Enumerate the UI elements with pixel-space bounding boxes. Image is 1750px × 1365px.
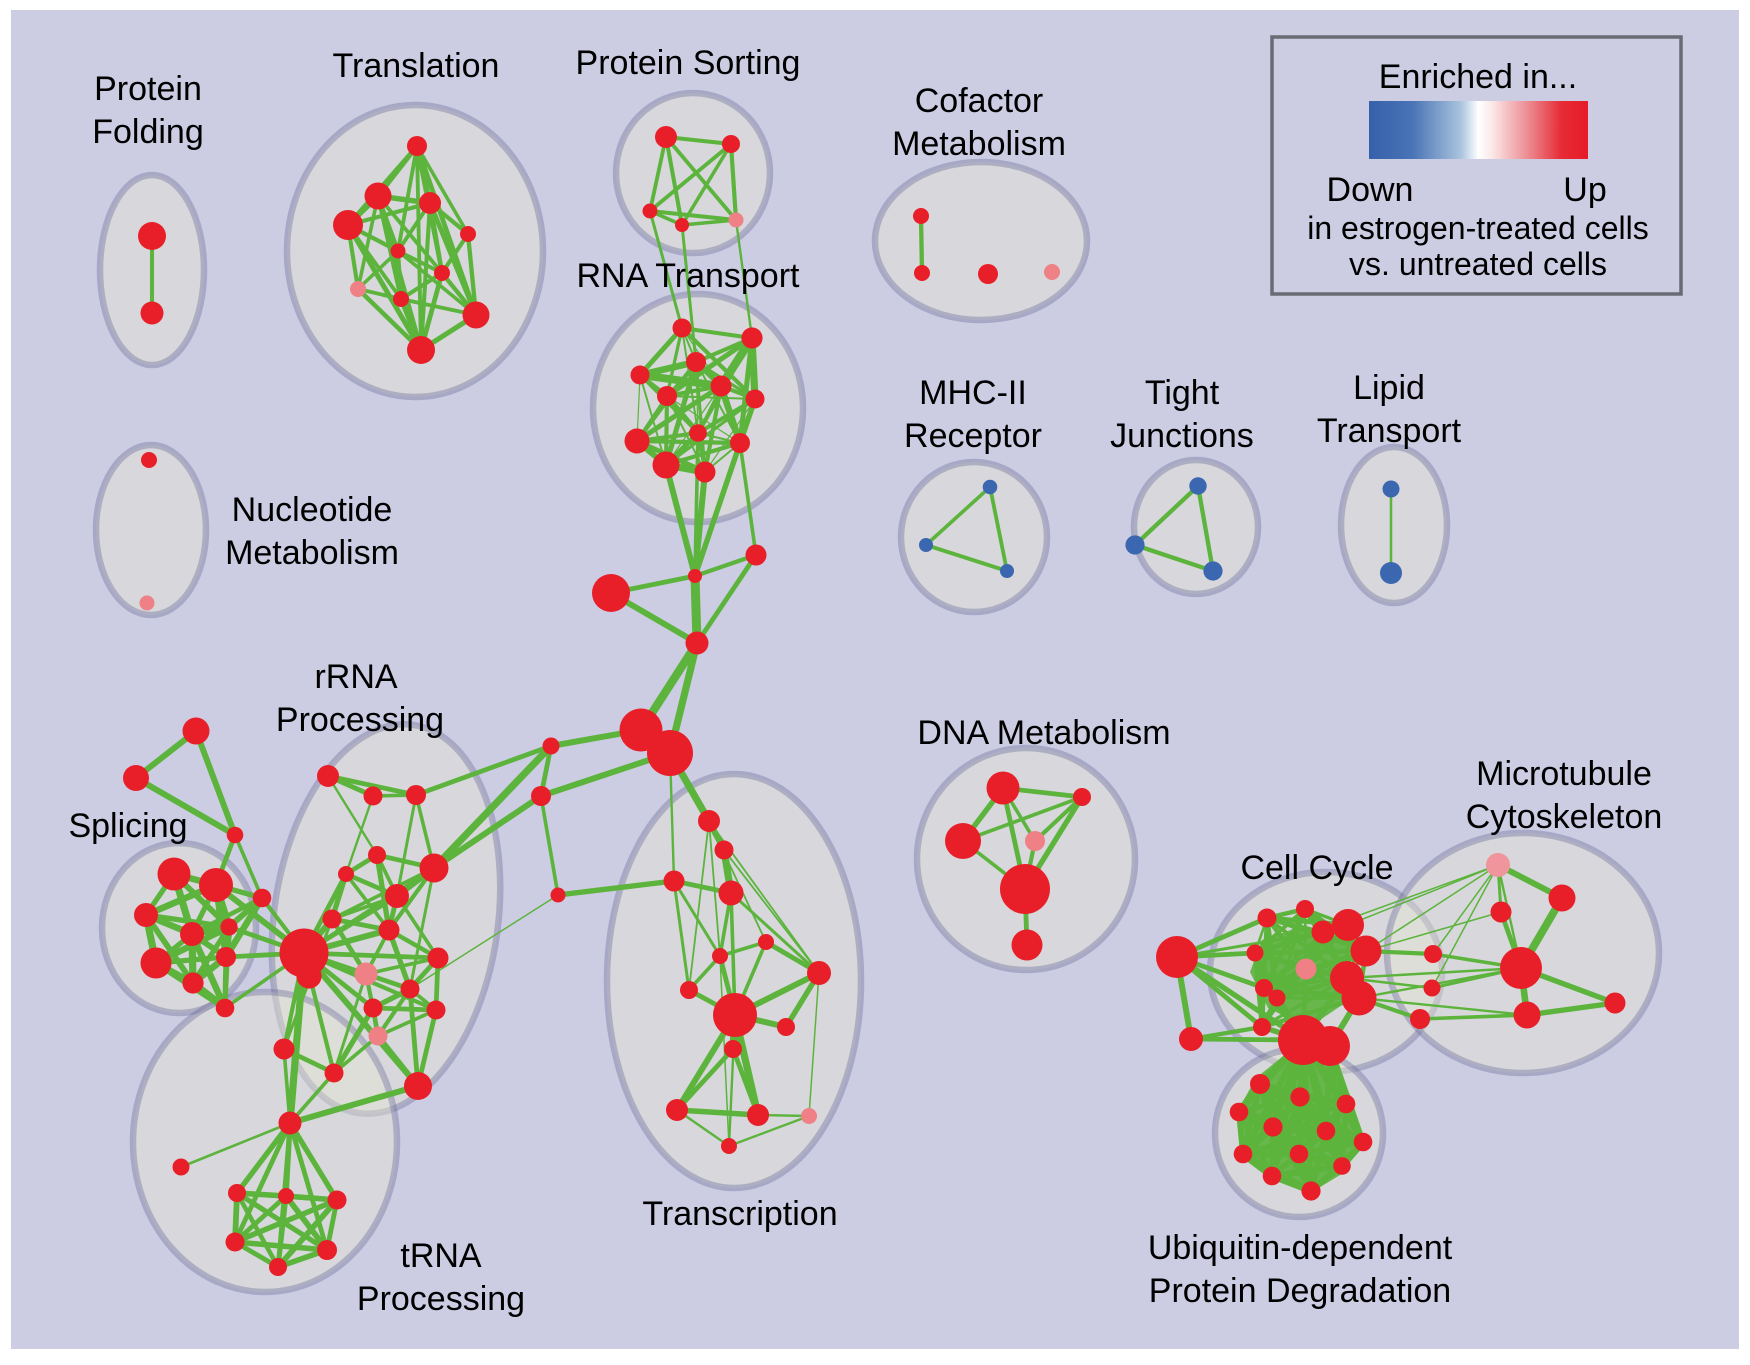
svg-text:Splicing: Splicing — [68, 807, 187, 845]
svg-text:Metabolism: Metabolism — [225, 534, 399, 572]
svg-text:tRNA: tRNA — [400, 1237, 482, 1275]
svg-text:Ubiquitin-dependent: Ubiquitin-dependent — [1148, 1229, 1453, 1267]
svg-text:Protein Sorting: Protein Sorting — [576, 44, 801, 82]
svg-text:in estrogen-treated cells: in estrogen-treated cells — [1307, 210, 1649, 246]
svg-text:rRNA: rRNA — [314, 658, 397, 696]
svg-text:Metabolism: Metabolism — [892, 125, 1066, 163]
svg-text:Processing: Processing — [357, 1280, 525, 1318]
svg-text:Down: Down — [1327, 171, 1414, 209]
svg-text:Cofactor: Cofactor — [915, 82, 1044, 120]
svg-text:MHC-II: MHC-II — [919, 374, 1027, 412]
svg-text:Transport: Transport — [1317, 412, 1462, 450]
svg-text:Junctions: Junctions — [1110, 417, 1254, 455]
svg-text:Microtubule: Microtubule — [1476, 755, 1652, 793]
svg-text:Folding: Folding — [92, 113, 204, 151]
svg-text:Lipid: Lipid — [1353, 369, 1425, 407]
svg-text:DNA Metabolism: DNA Metabolism — [917, 714, 1170, 752]
svg-text:Cell Cycle: Cell Cycle — [1240, 849, 1393, 887]
svg-text:Enriched in...: Enriched in... — [1379, 58, 1577, 96]
svg-text:Receptor: Receptor — [904, 417, 1042, 455]
svg-text:Tight: Tight — [1145, 374, 1220, 412]
svg-text:Cytoskeleton: Cytoskeleton — [1466, 798, 1663, 836]
svg-text:RNA Transport: RNA Transport — [577, 257, 801, 295]
svg-text:Protein Degradation: Protein Degradation — [1149, 1272, 1451, 1310]
svg-text:Translation: Translation — [333, 47, 500, 85]
svg-text:vs. untreated cells: vs. untreated cells — [1349, 246, 1607, 282]
svg-text:Protein: Protein — [94, 70, 202, 108]
svg-text:Up: Up — [1563, 171, 1606, 209]
svg-text:Processing: Processing — [276, 701, 444, 739]
svg-text:Nucleotide: Nucleotide — [232, 491, 393, 529]
svg-text:Transcription: Transcription — [642, 1195, 837, 1233]
